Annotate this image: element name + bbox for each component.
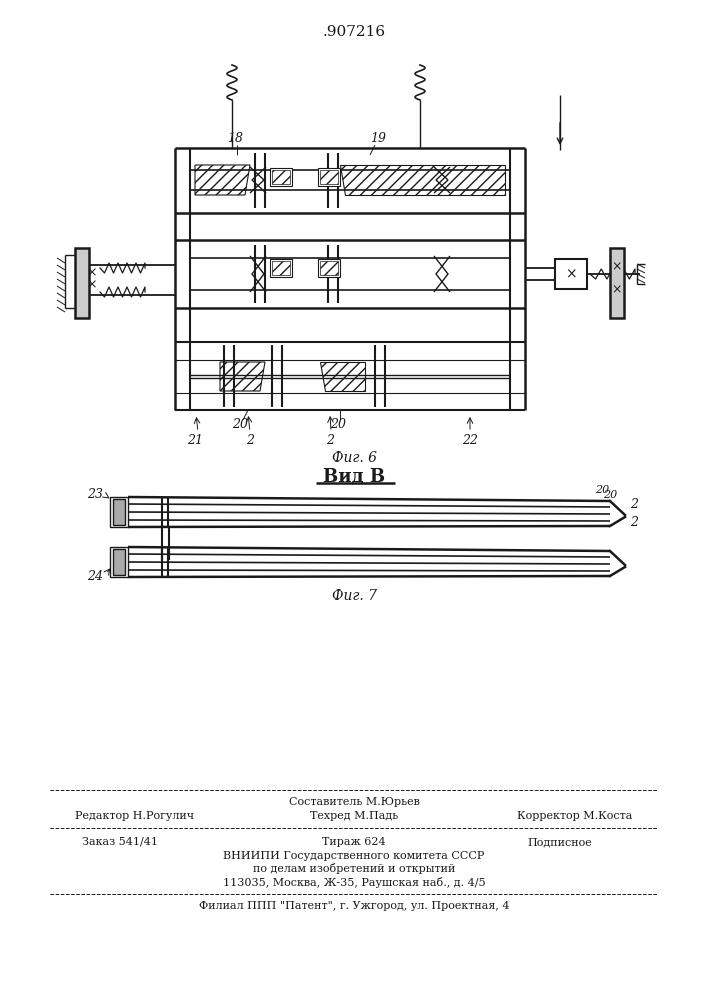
Bar (318, 259, 340, 277)
Text: ×: × (565, 267, 577, 281)
Bar (110, 547, 128, 577)
Text: Корректор М.Коста: Корректор М.Коста (518, 811, 633, 821)
Text: 20: 20 (603, 490, 617, 500)
Text: 24: 24 (87, 570, 103, 582)
Text: 18: 18 (227, 131, 243, 144)
Text: по делам изобретений и открытий: по делам изобретений и открытий (253, 863, 455, 874)
Text: 2: 2 (326, 434, 334, 446)
Text: 19: 19 (370, 131, 386, 144)
Bar (272, 170, 290, 184)
Bar (272, 261, 290, 275)
Text: 2: 2 (630, 516, 638, 530)
Text: Редактор Н.Рогулич: Редактор Н.Рогулич (76, 811, 194, 821)
Bar (113, 549, 125, 575)
Bar (320, 261, 338, 275)
Bar (610, 248, 624, 318)
Text: 22: 22 (462, 434, 478, 446)
Bar (75, 248, 89, 318)
Polygon shape (340, 165, 505, 195)
Text: ВНИИПИ Государственного комитета СССР: ВНИИПИ Государственного комитета СССР (223, 851, 485, 861)
Text: 20: 20 (232, 418, 248, 430)
Text: 2: 2 (630, 497, 638, 510)
Text: ×: × (612, 284, 622, 296)
Text: Подписное: Подписное (527, 837, 592, 847)
Text: Филиал ППП "Патент", г. Ужгород, ул. Проектная, 4: Филиал ППП "Патент", г. Ужгород, ул. Про… (199, 901, 509, 911)
Text: 113035, Москва, Ж-35, Раушская наб., д. 4/5: 113035, Москва, Ж-35, Раушская наб., д. … (223, 876, 485, 888)
Text: ×: × (87, 278, 98, 292)
Text: 2: 2 (246, 434, 254, 446)
Polygon shape (195, 165, 250, 195)
Text: Составитель М.Юрьев: Составитель М.Юрьев (288, 797, 419, 807)
Bar (555, 259, 587, 289)
Text: 20: 20 (595, 485, 609, 495)
Text: 23: 23 (87, 488, 103, 500)
Text: Заказ 541/41: Заказ 541/41 (82, 837, 158, 847)
Bar (110, 497, 128, 527)
Text: Техред М.Падь: Техред М.Падь (310, 811, 398, 821)
Bar (318, 168, 340, 186)
Text: .907216: .907216 (322, 25, 385, 39)
Polygon shape (320, 362, 365, 391)
Bar (113, 499, 125, 525)
Text: Фиг. 6: Фиг. 6 (332, 451, 377, 465)
Polygon shape (220, 362, 265, 391)
Bar (320, 170, 338, 184)
Text: ×: × (87, 266, 98, 279)
Text: Вид В: Вид В (323, 468, 385, 486)
Bar (270, 259, 292, 277)
Bar (270, 168, 292, 186)
Text: Фиг. 7: Фиг. 7 (332, 589, 377, 603)
Text: Тираж 624: Тираж 624 (322, 837, 386, 847)
Text: 21: 21 (187, 434, 203, 446)
Text: ×: × (612, 260, 622, 273)
Text: 20: 20 (330, 418, 346, 430)
